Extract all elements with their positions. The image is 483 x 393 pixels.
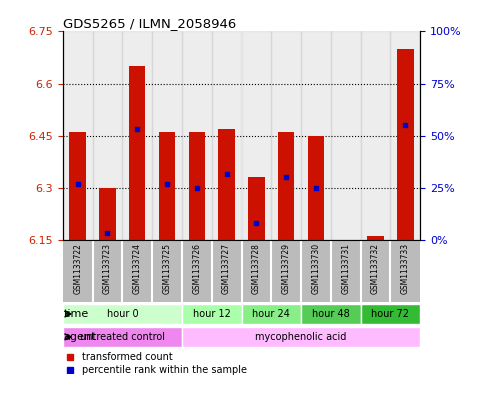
Bar bbox=[278, 132, 294, 240]
FancyBboxPatch shape bbox=[242, 304, 301, 324]
FancyBboxPatch shape bbox=[361, 304, 420, 324]
Bar bbox=[271, 31, 301, 240]
Bar bbox=[390, 31, 420, 240]
Text: GSM1133725: GSM1133725 bbox=[163, 243, 171, 294]
Bar bbox=[301, 31, 331, 240]
FancyBboxPatch shape bbox=[182, 327, 420, 347]
Bar bbox=[308, 136, 324, 240]
Bar bbox=[361, 31, 390, 240]
FancyBboxPatch shape bbox=[63, 327, 182, 347]
Text: GSM1133731: GSM1133731 bbox=[341, 243, 350, 294]
FancyBboxPatch shape bbox=[63, 240, 420, 303]
Text: GSM1133733: GSM1133733 bbox=[401, 243, 410, 294]
Text: hour 0: hour 0 bbox=[107, 309, 138, 319]
FancyBboxPatch shape bbox=[301, 304, 361, 324]
Text: time: time bbox=[63, 309, 89, 319]
Text: GSM1133727: GSM1133727 bbox=[222, 243, 231, 294]
Bar bbox=[159, 132, 175, 240]
Text: mycophenolic acid: mycophenolic acid bbox=[256, 332, 347, 342]
Bar bbox=[152, 31, 182, 240]
Bar bbox=[63, 31, 93, 240]
Text: GSM1133728: GSM1133728 bbox=[252, 243, 261, 294]
Text: GSM1133726: GSM1133726 bbox=[192, 243, 201, 294]
Bar bbox=[218, 129, 235, 240]
Text: hour 72: hour 72 bbox=[371, 309, 410, 319]
Text: hour 12: hour 12 bbox=[193, 309, 231, 319]
Bar bbox=[122, 31, 152, 240]
Bar bbox=[368, 237, 384, 240]
Text: GSM1133723: GSM1133723 bbox=[103, 243, 112, 294]
Bar bbox=[70, 132, 86, 240]
Bar bbox=[212, 31, 242, 240]
Bar bbox=[242, 31, 271, 240]
Text: hour 48: hour 48 bbox=[312, 309, 350, 319]
Text: GDS5265 / ILMN_2058946: GDS5265 / ILMN_2058946 bbox=[63, 17, 236, 30]
Bar bbox=[397, 49, 413, 240]
Text: percentile rank within the sample: percentile rank within the sample bbox=[83, 365, 247, 375]
Bar bbox=[129, 66, 145, 240]
Text: GSM1133730: GSM1133730 bbox=[312, 243, 320, 294]
Text: transformed count: transformed count bbox=[83, 352, 173, 362]
Text: GSM1133722: GSM1133722 bbox=[73, 243, 82, 294]
FancyBboxPatch shape bbox=[63, 304, 182, 324]
Text: untreated control: untreated control bbox=[80, 332, 165, 342]
Bar bbox=[331, 31, 361, 240]
Bar bbox=[182, 31, 212, 240]
Text: GSM1133724: GSM1133724 bbox=[133, 243, 142, 294]
Text: hour 24: hour 24 bbox=[252, 309, 290, 319]
Text: agent: agent bbox=[63, 332, 96, 342]
Text: GSM1133732: GSM1133732 bbox=[371, 243, 380, 294]
Bar bbox=[99, 188, 115, 240]
Text: GSM1133729: GSM1133729 bbox=[282, 243, 291, 294]
Bar bbox=[93, 31, 122, 240]
Bar bbox=[248, 177, 265, 240]
FancyBboxPatch shape bbox=[182, 304, 242, 324]
Bar bbox=[189, 132, 205, 240]
